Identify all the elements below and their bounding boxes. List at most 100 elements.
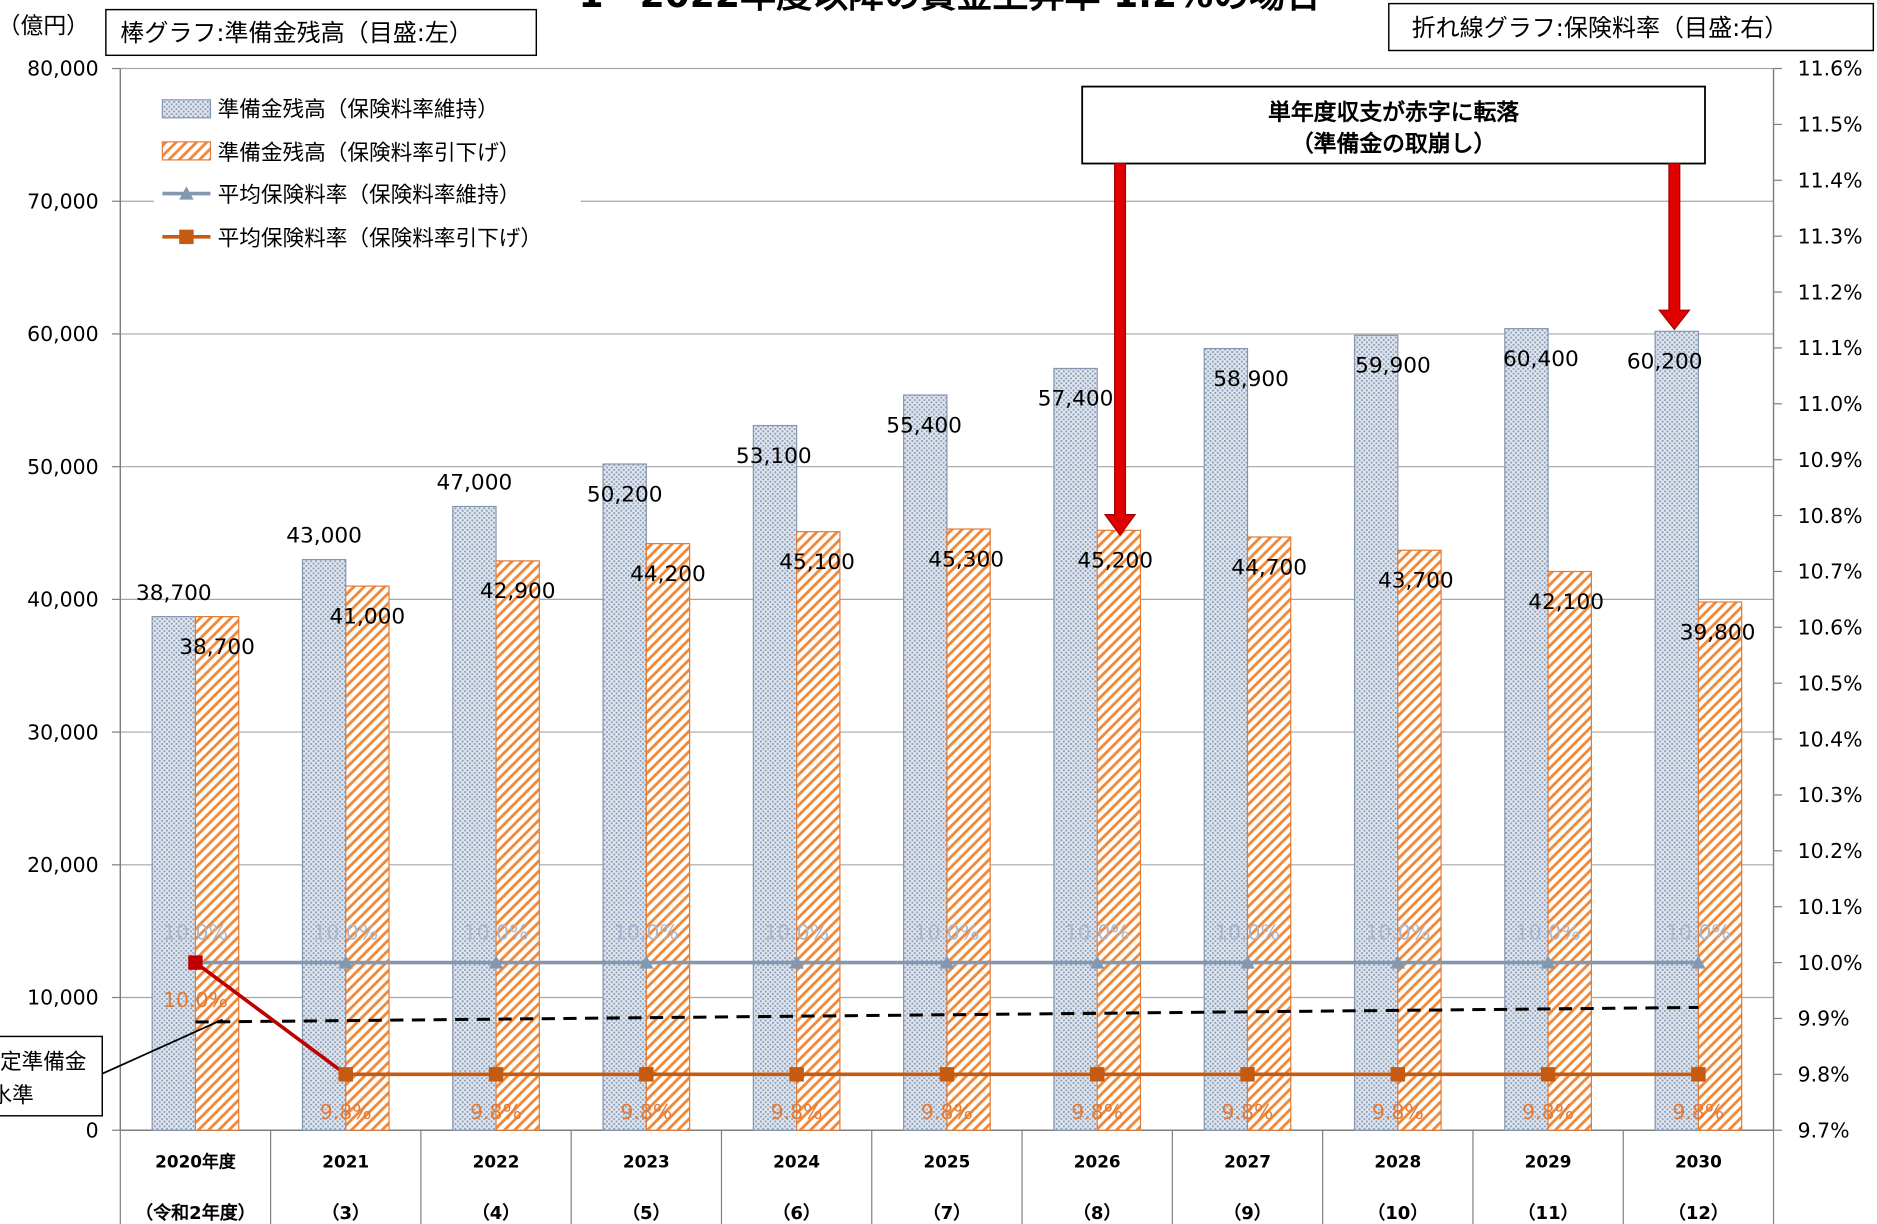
bar-reserve-maintain (1654, 330, 1699, 1131)
right-axis-tick-label: 11.0% (1798, 392, 1863, 416)
right-axis-tick-label: 11.6% (1798, 57, 1863, 81)
bar-reserve-reduce (345, 585, 390, 1131)
data-label-reserve-reduce: 38,700 (179, 635, 255, 660)
category-label: 2027 (1224, 1151, 1271, 1171)
data-label-reserve-reduce: 45,300 (928, 547, 1004, 572)
line-axis-note: 折れ線グラフ:保険料率（目盛:右） (1412, 14, 1789, 42)
category-label: 2026 (1074, 1151, 1121, 1171)
lines (188, 955, 1706, 1082)
marker-premium-maintain (338, 955, 353, 969)
category-label: 2030 (1675, 1151, 1722, 1171)
right-axis-tick-label: 11.1% (1798, 336, 1863, 360)
left-axis-tick-label: 10,000 (27, 986, 99, 1010)
bar-reserve-reduce (946, 528, 991, 1131)
bar-reserve-reduce (1397, 549, 1442, 1131)
bar-reserve-reduce (1697, 601, 1743, 1131)
right-axis-tick-label: 9.8% (1798, 1063, 1850, 1087)
marker-premium-reduce (1540, 1067, 1556, 1082)
bar-reserve-maintain (1353, 334, 1399, 1131)
legend-swatch-reserve-maintain (161, 99, 212, 119)
right-axis-tick-label: 9.9% (1798, 1007, 1850, 1031)
category-label: 2021 (322, 1151, 369, 1171)
bar-reserve-maintain (1504, 328, 1549, 1131)
rate-label-premium-maintain: 10.0% (1666, 921, 1731, 945)
data-label-reserve-maintain: 38,700 (136, 581, 212, 606)
bar-reserve-maintain (752, 424, 798, 1131)
bars (151, 328, 1743, 1131)
left-axis-tick-label: 70,000 (27, 189, 99, 213)
marker-premium-reduce (939, 1067, 955, 1082)
left-axis-tick-label: 60,000 (27, 322, 99, 346)
rate-label-premium-maintain: 10.0% (163, 921, 228, 945)
marker-premium-maintain (639, 955, 654, 969)
rate-label-premium-reduce: 9.8% (1672, 1100, 1724, 1124)
rate-label-premium-reduce: 9.8% (1071, 1100, 1123, 1124)
rate-label-premium-reduce: 9.8% (1372, 1100, 1424, 1124)
category-sublabel: （12） (1668, 1203, 1729, 1224)
marker-premium-reduce (488, 1067, 504, 1082)
marker-premium-reduce (338, 1067, 353, 1082)
marker-premium-maintain (1691, 955, 1706, 969)
data-label-reserve-maintain: 50,200 (587, 482, 663, 507)
data-label-reserve-maintain: 60,400 (1503, 347, 1579, 372)
data-label-reserve-reduce: 39,800 (1680, 620, 1756, 645)
legend-label-reserve-maintain: 準備金残高（保険料率維持） (218, 98, 499, 123)
legal-reserve-level-line (195, 1005, 1699, 1024)
data-label-reserve-maintain: 57,400 (1038, 387, 1114, 412)
callout-box (0, 1035, 103, 1117)
legend-label-premium-maintain: 平均保険料率（保険料率維持） (218, 183, 521, 208)
red-arrow-2030 (1658, 162, 1691, 331)
category-label: 2028 (1374, 1151, 1421, 1171)
bar-reserve-reduce (194, 616, 240, 1131)
callout-text-line-2: 水準 (0, 1084, 34, 1109)
bar-reserve-reduce (1246, 536, 1292, 1131)
category-label: 2022 (473, 1151, 520, 1171)
marker-premium-reduce (188, 955, 203, 970)
rate-label-premium-maintain: 10.0% (1365, 921, 1430, 945)
callout-text-line-1: 定準備金 (0, 1050, 87, 1075)
left-axis-tick-label: 50,000 (27, 455, 99, 479)
marker-premium-maintain (939, 955, 955, 969)
rate-label-premium-maintain: 10.0% (313, 921, 378, 945)
bar-reserve-maintain (452, 505, 497, 1131)
rate-label-premium-reduce: 10.0% (163, 988, 228, 1012)
line-axis-note-box (1388, 2, 1875, 52)
bar-reserve-reduce (495, 560, 540, 1131)
bar-reserve-reduce (1096, 529, 1142, 1131)
data-label-reserve-maintain: 59,900 (1355, 354, 1431, 379)
rate-label-premium-reduce: 9.8% (1222, 1100, 1274, 1124)
category-sublabel: （5） (622, 1203, 671, 1224)
rate-label-premium-maintain: 10.0% (914, 921, 979, 945)
marker-premium-maintain (1089, 955, 1105, 969)
left-axis-tick-label: 20,000 (27, 853, 99, 877)
data-label-reserve-maintain: 43,000 (286, 524, 362, 549)
marker-premium-reduce (789, 1067, 804, 1082)
category-sublabel: （8） (1073, 1203, 1122, 1224)
right-axis-tick-label: 10.1% (1798, 895, 1863, 919)
unit-label: （億円） (0, 14, 89, 40)
marker-premium-reduce (1691, 1067, 1706, 1082)
rate-label-premium-reduce: 9.8% (771, 1100, 823, 1124)
marker-premium-reduce (1240, 1067, 1255, 1082)
marker-premium-reduce (1089, 1067, 1105, 1082)
data-label-reserve-reduce: 45,200 (1077, 549, 1153, 574)
legend-marker-triangle (179, 186, 194, 200)
right-axis-tick-label: 11.3% (1798, 224, 1863, 248)
bar-reserve-maintain (1053, 367, 1098, 1131)
right-axis-tick-label: 10.3% (1798, 783, 1863, 807)
rate-label-premium-maintain: 10.0% (1516, 921, 1581, 945)
callout-leader-line (101, 1018, 223, 1075)
data-label-reserve-maintain: 60,200 (1627, 350, 1703, 375)
bar-reserve-maintain (301, 558, 347, 1131)
right-axis-tick-label: 9.7% (1798, 1118, 1850, 1142)
right-axis-tick-label: 10.5% (1798, 671, 1863, 695)
right-axis-tick-label: 10.8% (1798, 504, 1863, 528)
bar-axis-note: 棒グラフ:準備金残高（目盛:左） (120, 19, 473, 47)
left-axis-tick-label: 0 (86, 1118, 99, 1142)
category-label: 2020年度 (155, 1151, 236, 1171)
rate-label-premium-reduce: 9.8% (620, 1100, 672, 1124)
right-axis-tick-label: 10.4% (1798, 727, 1863, 751)
data-label-reserve-maintain: 55,400 (886, 413, 962, 438)
data-label-reserve-reduce: 44,200 (630, 562, 706, 587)
deficit-annotation: 単年度収支が赤字に転落 （準備金の取崩し） (1081, 85, 1706, 537)
